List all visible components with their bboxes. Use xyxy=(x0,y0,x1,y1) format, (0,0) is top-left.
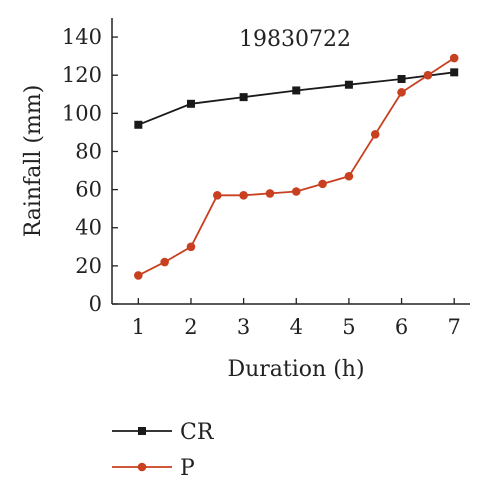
chart-axes: 0 20 40 60 80 100 120 140 1 2 3 4 5 6 7 xyxy=(62,18,470,339)
y-tick-label: 140 xyxy=(62,25,102,49)
data-point xyxy=(318,179,327,189)
x-tick-label: 2 xyxy=(184,315,197,339)
data-point xyxy=(239,93,248,102)
x-tick-label: 7 xyxy=(448,315,461,339)
y-tick-label: 60 xyxy=(75,178,102,202)
data-point xyxy=(239,191,248,200)
data-point xyxy=(397,75,406,84)
y-axis-label: Rainfall (mm) xyxy=(21,85,46,238)
data-point xyxy=(450,68,459,77)
y-tick-label: 100 xyxy=(62,101,102,125)
y-tick-label: 120 xyxy=(62,63,102,87)
data-point xyxy=(265,189,275,198)
y-tick-label: 40 xyxy=(75,216,102,240)
x-tick-label: 6 xyxy=(395,315,408,339)
x-tick-label: 1 xyxy=(132,315,145,339)
data-point xyxy=(344,171,354,181)
y-tick-label: 20 xyxy=(75,254,102,278)
legend-item-p: P xyxy=(112,456,195,481)
x-tick-label: 4 xyxy=(290,315,303,339)
y-tick-label: 80 xyxy=(75,139,102,163)
data-point xyxy=(186,99,195,108)
data-point xyxy=(186,242,196,252)
chart-title: 19830722 xyxy=(239,27,351,52)
data-point xyxy=(370,130,380,139)
legend-marker xyxy=(138,427,146,435)
data-point xyxy=(397,88,406,97)
legend-label: CR xyxy=(180,420,215,445)
data-point xyxy=(134,120,143,129)
data-point xyxy=(212,191,222,200)
chart-series xyxy=(134,53,459,280)
x-axis-label: Duration (h) xyxy=(227,357,364,382)
series-cr xyxy=(134,68,459,129)
data-point xyxy=(344,80,353,89)
x-tick-label: 5 xyxy=(342,315,355,339)
data-point xyxy=(449,53,459,63)
series-p xyxy=(134,53,459,280)
data-point xyxy=(160,257,169,267)
legend-marker xyxy=(137,462,147,472)
legend-item-cr: CR xyxy=(112,420,215,445)
series-line xyxy=(137,71,455,126)
chart-legend: CR P xyxy=(112,420,215,481)
data-point xyxy=(291,187,301,196)
legend-label: P xyxy=(180,456,195,481)
x-tick-label: 3 xyxy=(237,315,250,339)
data-point xyxy=(423,70,433,80)
data-point xyxy=(134,271,143,280)
y-tick-label: 0 xyxy=(89,292,102,316)
data-point xyxy=(292,86,301,95)
